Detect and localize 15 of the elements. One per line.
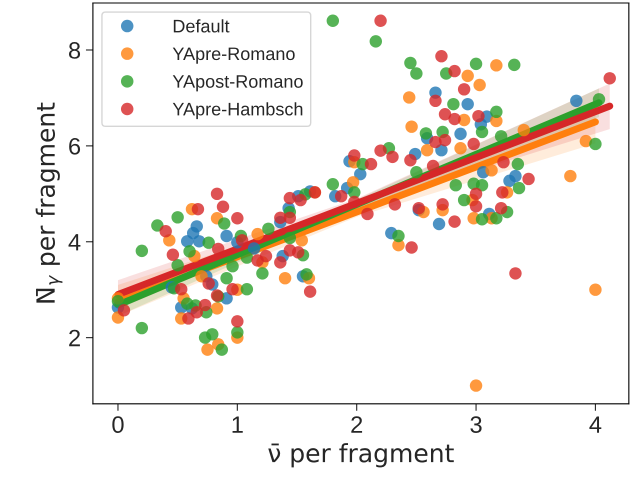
x-tick-label: 1: [232, 416, 243, 433]
y-tick-label: 2: [69, 330, 80, 346]
x-tick-label: 0: [112, 416, 124, 433]
y-tick-label: 8: [68, 42, 80, 59]
y-tick-label: 4: [68, 234, 80, 250]
legend-label: YApre-Romano: [172, 48, 295, 64]
x-axis-title: ν̄ per fragment: [268, 443, 454, 468]
legend-label: YApre-Hambsch: [172, 102, 302, 120]
x-tick-label: 2: [351, 416, 362, 433]
x-tick-label: 3: [470, 416, 482, 433]
x-tick-label: 4: [589, 416, 602, 433]
y-tick-label: 6: [69, 138, 80, 155]
y-axis-title: N̄$_{γ}$ per fragment: [36, 102, 62, 303]
legend-label: YApost-Romano: [172, 75, 303, 92]
legend-label: Default: [174, 19, 230, 33]
